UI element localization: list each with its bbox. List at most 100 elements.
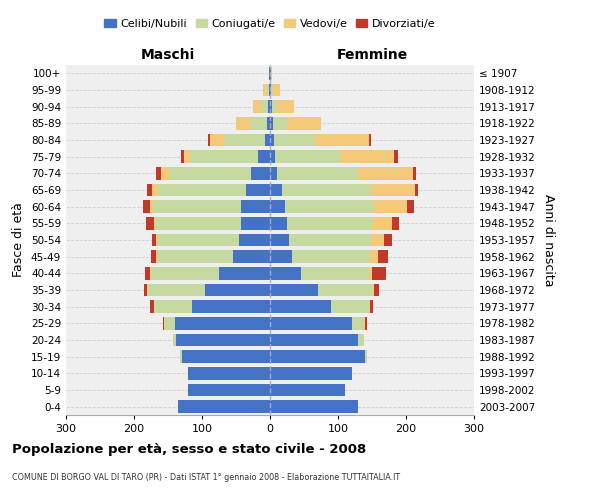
Bar [152,234,156,246]
Bar [219,267,270,280]
Bar [154,300,192,313]
Bar [151,267,219,280]
Bar [268,100,270,113]
Bar [270,284,317,296]
Bar [270,300,331,313]
Bar [372,284,374,296]
Bar [258,150,270,163]
Legend: Celibi/Nubili, Coniugati/e, Vedovi/e, Divorziati/e: Celibi/Nubili, Coniugati/e, Vedovi/e, Di… [100,14,440,34]
Bar [169,167,251,179]
Bar [271,84,273,96]
Bar [415,184,418,196]
Bar [317,284,372,296]
Bar [143,284,147,296]
Bar [315,134,369,146]
Bar [270,250,292,263]
Bar [253,100,261,113]
Bar [392,217,399,230]
Bar [274,117,287,130]
Bar [289,234,371,246]
Bar [384,234,392,246]
Bar [285,200,373,213]
Bar [365,317,367,330]
Bar [270,84,271,96]
Bar [370,250,378,263]
Bar [371,234,384,246]
Bar [270,67,271,80]
Bar [239,234,270,246]
Text: Popolazione per età, sesso e stato civile - 2008: Popolazione per età, sesso e stato civil… [12,442,366,456]
Bar [261,100,268,113]
Bar [164,317,175,330]
Y-axis label: Anni di nascita: Anni di nascita [542,194,555,286]
Bar [270,100,272,113]
Bar [287,217,372,230]
Bar [148,284,205,296]
Bar [273,84,280,96]
Bar [372,267,386,280]
Bar [158,234,239,246]
Bar [192,300,270,313]
Bar [358,167,413,179]
Bar [158,250,233,263]
Bar [153,200,241,213]
Bar [372,217,392,230]
Bar [358,334,364,346]
Text: Femmine: Femmine [337,48,407,62]
Bar [282,184,371,196]
Bar [173,334,176,346]
Bar [275,150,340,163]
Bar [241,217,270,230]
Bar [266,117,270,130]
Bar [369,134,371,146]
Bar [331,300,368,313]
Bar [250,117,266,130]
Bar [143,200,149,213]
Text: COMUNE DI BORGO VAL DI TARO (PR) - Dati ISTAT 1° gennaio 2008 - Elaborazione TUT: COMUNE DI BORGO VAL DI TARO (PR) - Dati … [12,472,400,482]
Bar [277,167,358,179]
Bar [270,384,345,396]
Bar [270,367,352,380]
Bar [251,167,270,179]
Bar [156,234,158,246]
Bar [277,100,295,113]
Bar [161,167,169,179]
Bar [373,200,407,213]
Bar [208,134,210,146]
Bar [270,350,365,363]
Bar [224,134,265,146]
Bar [371,184,415,196]
Bar [292,250,370,263]
Bar [266,84,269,96]
Bar [188,384,270,396]
Bar [364,317,365,330]
Bar [352,317,364,330]
Bar [270,317,352,330]
Bar [241,200,270,213]
Bar [270,217,287,230]
Bar [184,150,190,163]
Bar [157,250,158,263]
Bar [270,234,289,246]
Bar [182,350,270,363]
Bar [270,400,358,413]
Bar [270,117,274,130]
Bar [210,134,224,146]
Bar [269,84,270,96]
Bar [271,67,272,80]
Bar [190,150,258,163]
Bar [287,117,321,130]
Bar [151,250,157,263]
Bar [340,150,394,163]
Bar [188,367,270,380]
Bar [149,200,153,213]
Bar [205,284,270,296]
Bar [145,267,151,280]
Bar [233,250,270,263]
Bar [270,150,275,163]
Bar [270,334,358,346]
Bar [270,134,274,146]
Bar [151,300,154,313]
Bar [270,200,285,213]
Bar [365,350,367,363]
